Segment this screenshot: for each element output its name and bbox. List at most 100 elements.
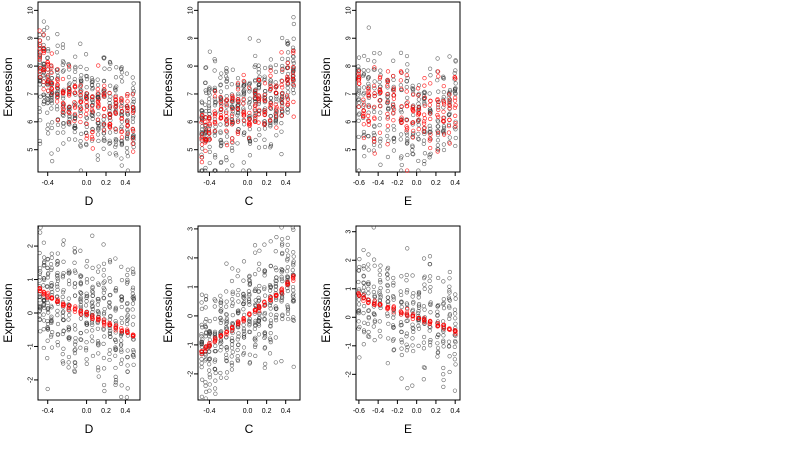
data-point (45, 25, 50, 30)
data-point (102, 287, 107, 292)
fitted-point (45, 292, 50, 297)
data-point (268, 145, 273, 150)
fitted-point (41, 50, 46, 56)
data-point (262, 310, 268, 316)
y-tick-label: 8 (28, 64, 35, 68)
data-point (361, 145, 366, 150)
data-point (291, 299, 296, 304)
fitted-point (229, 328, 235, 333)
data-point (218, 82, 223, 87)
data-point (256, 38, 261, 43)
data-point (399, 300, 404, 305)
data-point (291, 15, 296, 20)
x-tick-label: 0.4 (121, 180, 131, 187)
data-point (131, 314, 136, 319)
data-point (416, 311, 421, 316)
data-point (428, 73, 433, 78)
data-point (55, 251, 60, 256)
data-point (377, 144, 383, 149)
data-point (84, 295, 89, 300)
fitted-point (78, 309, 84, 314)
fitted-point (391, 88, 396, 93)
data-point (38, 118, 43, 123)
fitted-point (219, 106, 224, 112)
fitted-point (66, 305, 71, 310)
data-point (119, 394, 124, 400)
data-point (60, 42, 66, 47)
data-point (253, 286, 258, 292)
data-point (235, 337, 240, 342)
data-points (37, 19, 136, 173)
fitted-point (372, 302, 377, 308)
data-point (67, 114, 72, 120)
x-tick-label: -0.4 (42, 180, 54, 187)
data-point (37, 141, 43, 146)
data-point (377, 79, 382, 85)
y-axis-label: Expression (319, 283, 333, 342)
fitted-point (410, 107, 415, 112)
data-point (285, 85, 290, 90)
data-point (453, 58, 458, 63)
data-point (441, 105, 446, 110)
data-point (72, 293, 78, 298)
data-point (372, 338, 377, 343)
fitted-point (207, 137, 212, 142)
data-point (285, 42, 290, 47)
data-point (371, 130, 376, 136)
fitted-point (274, 110, 279, 116)
data-point (42, 255, 47, 260)
data-point (411, 326, 416, 331)
data-point (45, 56, 50, 61)
data-point (219, 143, 224, 148)
fitted-point (377, 90, 383, 95)
fitted-point (49, 86, 55, 92)
data-point (125, 313, 130, 318)
data-point (203, 324, 208, 330)
plot-frame (197, 225, 301, 401)
fitted-point (385, 116, 390, 121)
data-point (262, 286, 267, 292)
data-point (399, 162, 404, 168)
data-point (268, 312, 273, 317)
data-point (262, 285, 267, 290)
data-point (371, 257, 377, 262)
data-point (203, 383, 208, 388)
fitted-point (199, 352, 204, 357)
fitted-point (398, 78, 404, 83)
fitted-point (236, 319, 241, 325)
data-point (102, 279, 107, 284)
y-tick-label: 9 (346, 36, 353, 40)
data-point (84, 291, 89, 296)
fitted-point (268, 73, 273, 78)
data-point (199, 306, 205, 311)
data-point (280, 69, 285, 74)
fitted-point (101, 107, 107, 112)
data-point (267, 283, 273, 288)
fitted-point (130, 141, 135, 146)
data-point (399, 376, 404, 381)
fitted-point (422, 125, 427, 130)
data-point (247, 36, 252, 41)
data-point (55, 331, 60, 337)
fitted-point (416, 315, 421, 321)
y-tick-label: 0 (188, 314, 195, 318)
data-point (268, 324, 273, 329)
data-point (45, 101, 50, 106)
data-point (203, 396, 208, 401)
data-point (207, 49, 212, 54)
data-point (366, 267, 371, 272)
data-point (90, 284, 95, 289)
fitted-point (130, 149, 136, 154)
fitted-point (49, 80, 54, 85)
data-point (235, 347, 240, 353)
data-point (95, 320, 100, 326)
fitted-point (66, 86, 71, 91)
data-point (356, 97, 361, 103)
fitted-point (361, 135, 367, 141)
fitted-point (102, 321, 107, 326)
data-point (435, 309, 440, 314)
y-tick-label: 10 (188, 6, 195, 14)
data-point (101, 312, 107, 317)
data-point (78, 41, 83, 46)
